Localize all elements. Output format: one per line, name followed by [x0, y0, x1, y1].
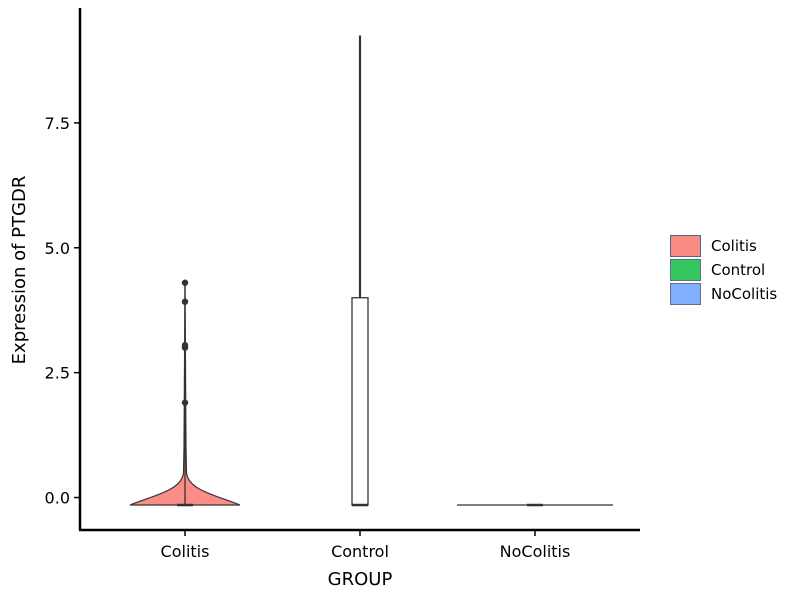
legend-swatch-colitis: [670, 235, 701, 257]
plot-area: [129, 35, 613, 507]
y-axis-title: Expression of PTGDR: [9, 176, 30, 365]
legend-label-control: Control: [711, 261, 766, 279]
y-tick-label: 5.0: [45, 239, 70, 258]
legend-swatch-control: [670, 259, 701, 281]
legend: Colitis Control NoColitis: [670, 234, 777, 306]
x-tick-label: Colitis: [161, 542, 210, 561]
y-axis-ticks: 0.0 2.5 5.0 7.5: [45, 114, 80, 508]
y-tick-label: 7.5: [45, 114, 70, 133]
legend-label-colitis: Colitis: [711, 237, 757, 255]
legend-item-nocolitis: NoColitis: [670, 282, 777, 306]
outlier-point-colitis: [181, 341, 189, 349]
outlier-point-colitis: [181, 298, 189, 305]
legend-item-control: Control: [670, 258, 777, 282]
legend-swatch-nocolitis: [670, 283, 701, 305]
y-tick-label: 2.5: [45, 364, 70, 383]
box-control: [351, 297, 369, 506]
legend-label-nocolitis: NoColitis: [711, 285, 778, 303]
outlier-point-colitis: [181, 399, 189, 406]
x-tick-label: Control: [331, 542, 389, 561]
x-axis-ticks: Colitis Control NoColitis: [161, 530, 571, 561]
outlier-point-colitis: [181, 279, 189, 286]
y-tick-label: 0.0: [45, 489, 70, 508]
legend-item-colitis: Colitis: [670, 234, 777, 258]
x-axis-title: GROUP: [328, 569, 393, 590]
x-tick-label: NoColitis: [500, 542, 571, 561]
